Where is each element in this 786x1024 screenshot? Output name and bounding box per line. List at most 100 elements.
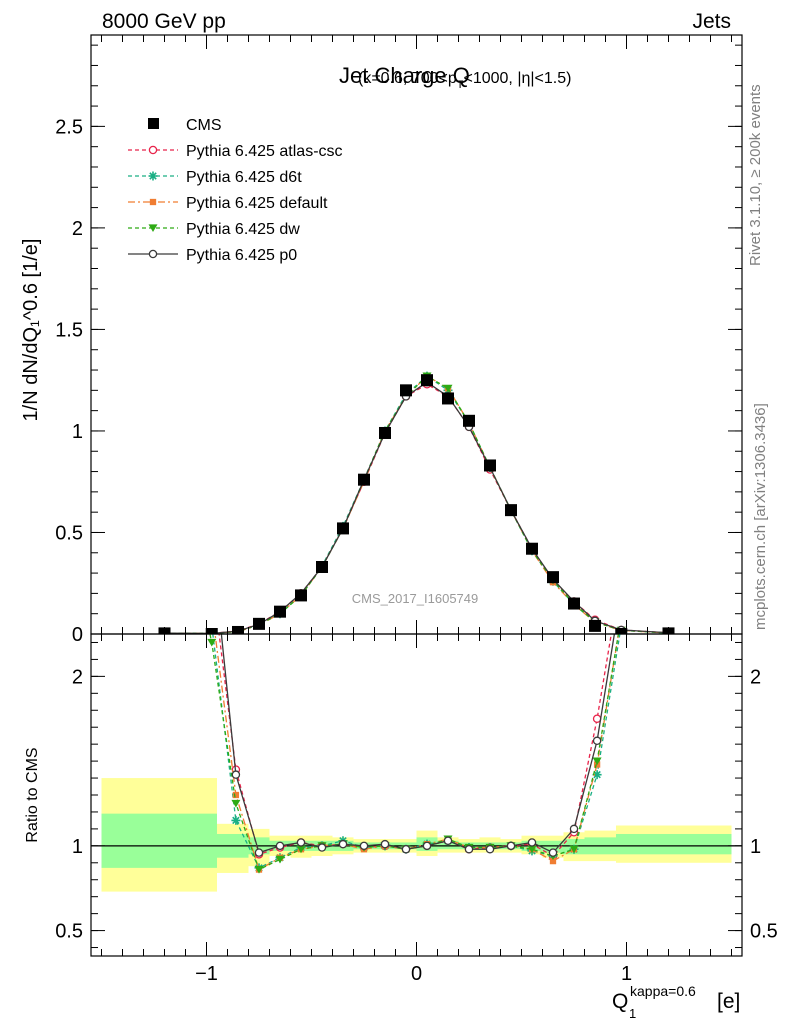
legend-label-2: Pythia 6.425 default [186,195,328,212]
rivet-version-label: Rivet 3.1.10, ≥ 200k events [747,84,764,266]
ratio-point-4 [231,770,241,779]
ratio-y-axis-label: Ratio to CMS [24,747,41,842]
chart-subtitle: (κ=0.6, 700<pT<1000, |η|<1.5) [358,70,571,91]
ratio-point-3 [254,865,264,874]
ratio-line-3 [209,634,620,871]
ratio-point-4 [592,736,602,746]
legend-marker-2 [149,198,157,206]
legend-marker-0 [148,145,158,155]
ratio-point-3 [207,638,217,647]
cms-data-point [615,628,628,634]
ratio-point-4 [527,838,537,847]
ratio-ytick-label-right: 0.5 [750,921,778,943]
ratio-ytick-label-left: 1 [72,836,83,858]
legend-cms-marker [148,118,159,129]
series-line-3 [164,375,669,634]
cms-data-point [253,617,265,630]
subtitle-part-1: (κ=0.6, 700<p [358,70,457,87]
cms-data-point [484,459,496,472]
cms-data-point [337,522,349,535]
ratio-ytick-label-left: 0.5 [55,921,83,943]
main-ytick-label: 0.5 [55,522,83,544]
cms-data-point [463,414,475,427]
ratio-panel: 0.5 0.5 1 1 2 2 −1 0 1 Ratio to CMS Q kappa=0.6… [24,633,778,1021]
x-label-unit: [e] [717,990,740,1013]
legend-label-4: Pythia 6.425 p0 [186,247,297,264]
cms-data-point [421,374,433,387]
uncertainty-band-inner [542,840,564,853]
ratio-point-4 [485,844,495,854]
cms-data-point [232,625,244,634]
legend-marker-1 [148,171,158,181]
ratio-point-4 [548,848,558,857]
ratio-point-4 [359,841,369,851]
ratio-point-1 [231,815,241,825]
mcplots-label: mcplots.cern.ch [arXiv:1306.3436] [752,403,769,630]
ratio-point-3 [569,845,579,854]
main-ytick-label: 0 [72,624,83,646]
ratio-point-3 [275,855,285,864]
cms-data-point [205,628,218,634]
xtick-label: 0 [411,963,422,985]
uncertainty-band-inner [101,813,217,868]
ratio-ytick-label-right: 2 [750,666,761,688]
cms-data-point [442,392,454,405]
chart-title: Jet Charge Q [339,63,470,88]
series-line-4 [164,381,669,634]
ratio-point-4 [506,841,516,851]
main-ytick-label: 1 [72,421,83,443]
ratio-point-3 [527,845,537,854]
ratio-ytick-label-right: 1 [750,836,761,858]
uncertainty-band-inner [616,833,732,855]
ratio-point-4 [275,841,285,851]
x-axis-label: Q kappa=0.6 1 [e] [612,983,740,1021]
xtick-label: 1 [621,963,632,985]
x-label-q: Q [612,990,628,1013]
ratio-point-4 [422,841,432,851]
legend-label-0: Pythia 6.425 atlas-csc [186,143,343,160]
cms-data-point [358,473,370,486]
ratio-point-3 [231,799,241,808]
main-y-axis-label: 1/N dN/dQ₁^0.6 [1/e] [20,239,42,422]
cms-data-point [589,619,601,632]
legend-marker-4 [148,249,158,259]
main-ytick-label: 2 [72,218,83,240]
series-point-3 [443,384,453,393]
x-label-subscript: 1 [629,1006,636,1021]
ratio-point-4 [338,839,348,849]
cms-data-point [316,560,328,573]
cms-data-point [274,605,286,618]
ratio-point-4 [317,843,327,852]
ratio-point-2 [232,791,240,799]
legend: CMS Pythia 6.425 atlas-csc Pythia 6.425 d6… [128,117,343,264]
ratio-point-4 [569,824,579,834]
ratio-point-1 [592,770,602,780]
main-ytick-label: 1.5 [55,319,83,341]
subtitle-part-2: T [457,79,464,91]
header-left: 8000 GeV pp [102,10,226,33]
xtick-label: −1 [195,963,218,985]
ratio-point-4 [464,844,474,854]
cms-data-point [379,426,391,439]
main-panel: 0 0.5 1 1.5 2 2.5 Jet Charge Q (κ=0.6, 700<pT… [20,34,743,646]
cms-data-point [526,542,538,555]
ratio-point-4 [254,848,264,857]
x-label-superscript: kappa=0.6 [630,983,696,999]
legend-label-3: Pythia 6.425 dw [186,221,300,238]
ratio-line-2 [214,634,620,871]
cms-data-point [400,384,412,397]
analysis-watermark: CMS_2017_I1605749 [352,591,479,606]
ratio-ytick-label-left: 2 [72,666,83,688]
cms-data-point [568,597,580,610]
legend-cms-label: CMS [186,117,222,134]
ratio-line-4 [220,634,616,854]
ratio-point-3 [296,845,306,854]
ratio-point-3 [592,757,602,766]
ratio-point-4 [380,839,390,849]
ratio-point-4 [443,836,453,846]
cms-data-point [547,571,559,584]
legend-marker-3 [148,224,158,233]
legend-label-1: Pythia 6.425 d6t [186,169,302,186]
cms-data-point [295,589,307,602]
